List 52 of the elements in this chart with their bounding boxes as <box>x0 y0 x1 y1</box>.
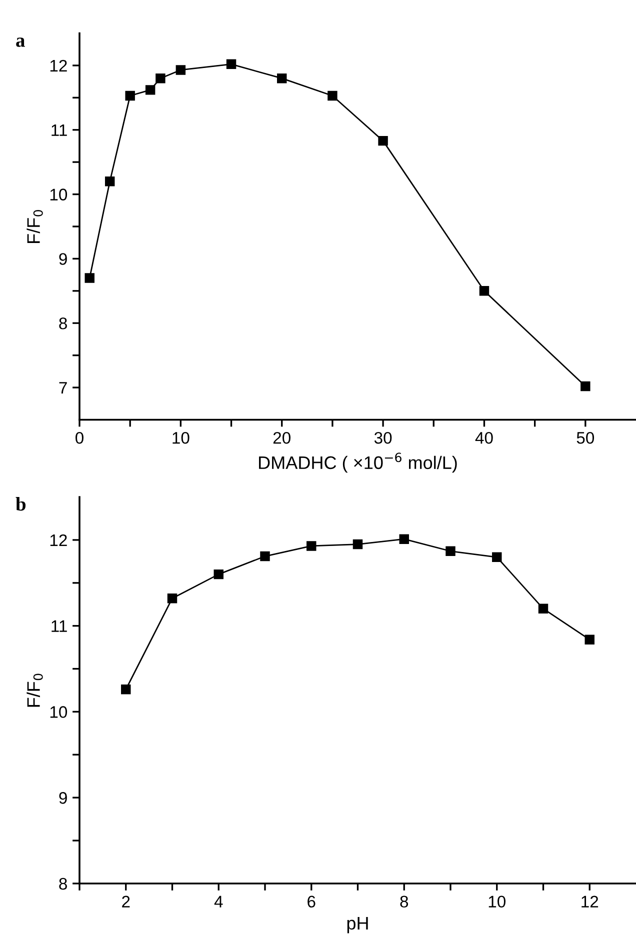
y-tick-label: 10 <box>50 188 68 200</box>
x-tick-label: 12 <box>582 896 598 908</box>
y-axis-title: F/F$_{0}$ <box>26 210 43 243</box>
x-tick-label: 2 <box>122 896 130 908</box>
point <box>167 594 178 604</box>
point <box>156 73 166 84</box>
point <box>125 90 135 101</box>
point <box>328 90 338 101</box>
point <box>306 541 316 551</box>
x-tick-label: 0 <box>76 432 84 444</box>
point <box>277 73 287 84</box>
point <box>104 176 115 186</box>
y-tick-label: 10 <box>50 706 68 718</box>
x-tick-label: 10 <box>488 896 506 908</box>
point <box>492 552 502 562</box>
y-tick-label: 9 <box>59 253 67 265</box>
x-axis-title: DMADHC ( ×10$^{−6}$ mol/L) <box>259 452 457 473</box>
x-tick-label: 20 <box>273 432 290 444</box>
y-tick-label: 11 <box>52 620 67 632</box>
point <box>214 569 224 580</box>
point <box>479 286 490 296</box>
y-tick-label: 8 <box>59 318 67 330</box>
point <box>378 136 388 146</box>
chart-title: a <box>16 38 25 47</box>
x-tick-label: 10 <box>172 432 190 444</box>
point <box>260 551 270 562</box>
y-tick-label: 12 <box>50 534 67 546</box>
chart-title: b <box>16 497 26 511</box>
x-axis-title: pH <box>347 917 368 934</box>
x-tick-label: 4 <box>214 896 223 908</box>
point <box>176 65 186 75</box>
x-tick-label: 8 <box>400 896 408 908</box>
x-tick-label: 50 <box>576 432 594 444</box>
point <box>584 634 594 644</box>
x-tick-label: 30 <box>374 432 392 444</box>
point <box>121 684 131 694</box>
point <box>145 85 156 95</box>
point <box>84 273 94 283</box>
point <box>580 381 590 392</box>
x-tick-label: 40 <box>475 432 493 444</box>
point <box>446 546 456 556</box>
point <box>226 59 236 70</box>
y-tick-label: 9 <box>59 792 67 804</box>
point <box>399 534 409 544</box>
point <box>352 539 363 550</box>
y-tick-label: 12 <box>50 60 67 72</box>
x-tick-label: 6 <box>308 896 316 908</box>
y-tick-label: 7 <box>59 382 67 394</box>
y-tick-label: 8 <box>59 878 67 890</box>
point <box>538 604 548 614</box>
y-tick-label: 11 <box>52 124 67 136</box>
y-axis-title: F/F$_{0}$ <box>26 674 43 707</box>
